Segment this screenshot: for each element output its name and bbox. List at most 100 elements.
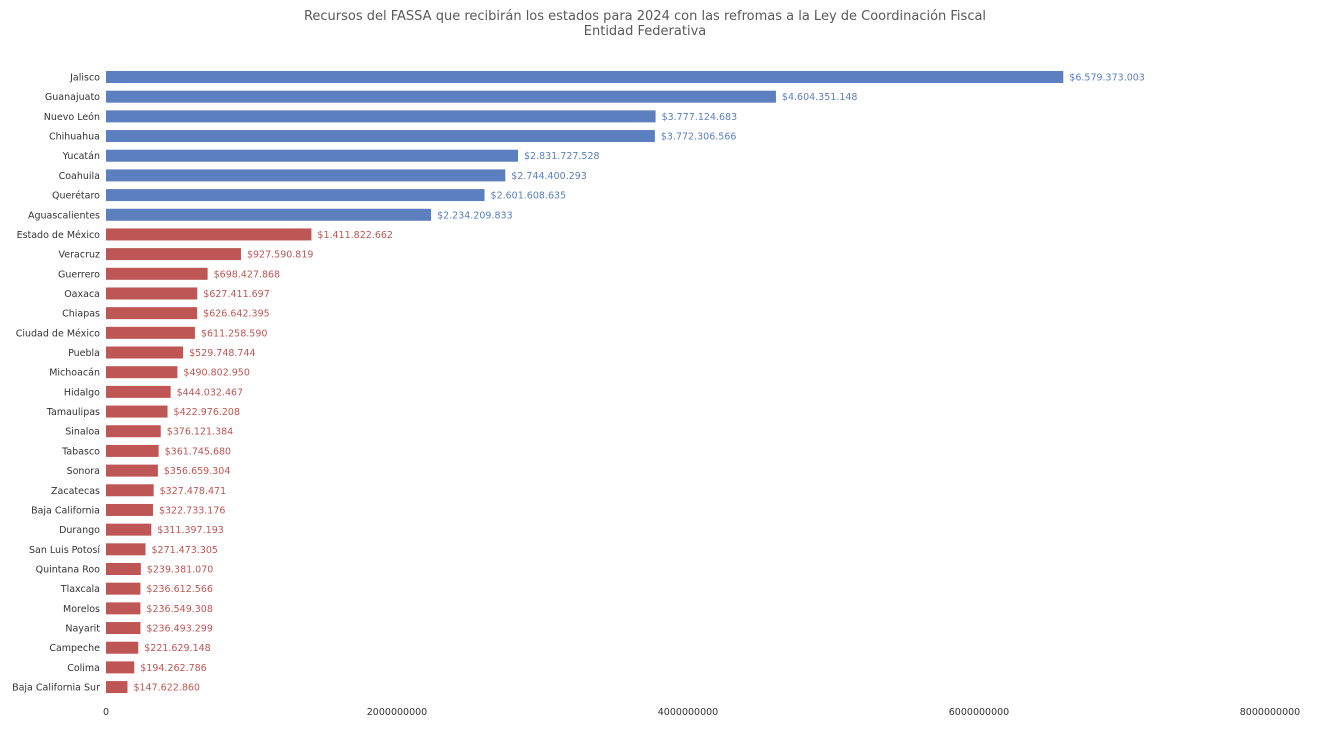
data-label-18: $376.121.384 [167, 427, 233, 438]
category-label-9: Veracruz [59, 250, 100, 261]
category-label-0: Jalisco [69, 73, 100, 84]
category-label-19: Tabasco [61, 446, 100, 457]
category-label-3: Chihuahua [49, 132, 100, 143]
bar-25 [106, 563, 141, 575]
data-label-3: $3.772.306.566 [661, 132, 737, 143]
data-label-16: $444.032.467 [177, 387, 243, 398]
bar-26 [106, 582, 141, 595]
data-label-6: $2.601.608.635 [491, 191, 567, 202]
bar-28 [106, 622, 141, 635]
bar-23 [106, 523, 152, 536]
category-label-6: Querétaro [52, 191, 100, 202]
data-label-11: $627.411.697 [203, 289, 269, 300]
bar-22 [106, 503, 153, 516]
bar-15 [106, 366, 178, 379]
data-label-8: $1.411.822.662 [317, 230, 393, 241]
category-label-2: Nuevo León [44, 112, 100, 123]
category-label-26: Tlaxcala [60, 584, 100, 595]
category-label-14: Puebla [68, 348, 100, 359]
category-label-25: Quintana Roo [36, 565, 101, 576]
category-label-18: Sinaloa [65, 427, 100, 438]
x-tick-label-0: 0 [103, 707, 109, 718]
category-label-13: Ciudad de México [16, 328, 100, 339]
bar-6 [106, 189, 485, 202]
category-label-7: Aguascalientes [28, 210, 100, 221]
data-label-31: $147.622.860 [133, 683, 199, 694]
chart-title: Recursos del FASSA que recibirán los est… [303, 9, 987, 24]
data-label-25: $239.381.070 [147, 565, 213, 576]
data-label-13: $611.258.590 [201, 328, 267, 339]
data-label-23: $311.397.193 [157, 525, 223, 536]
bar-17 [106, 405, 168, 418]
data-label-27: $236.549.308 [146, 604, 212, 615]
data-label-21: $327.478.471 [160, 486, 226, 497]
category-label-22: Baja California [31, 505, 100, 516]
category-label-23: Durango [59, 525, 100, 536]
data-label-17: $422.976.208 [174, 407, 240, 418]
bar-8 [106, 228, 312, 241]
data-label-10: $698.427.868 [214, 269, 280, 280]
category-label-17: Tamaulipas [46, 407, 100, 418]
data-label-4: $2.831.727.528 [524, 151, 600, 162]
bar-2 [106, 110, 656, 123]
data-label-29: $221.629.148 [144, 643, 210, 654]
bar-7 [106, 208, 432, 221]
category-label-21: Zacatecas [51, 486, 100, 497]
data-label-9: $927.590.819 [247, 250, 313, 261]
bar-4 [106, 149, 519, 162]
category-label-8: Estado de México [17, 230, 101, 241]
data-label-28: $236.493.299 [146, 624, 212, 635]
data-label-2: $3.777.124.683 [662, 112, 738, 123]
bar-10 [106, 267, 208, 280]
data-label-7: $2.234.209.833 [437, 210, 513, 221]
chart-subtitle: Entidad Federativa [583, 24, 707, 39]
category-label-12: Chiapas [62, 309, 100, 320]
bar-12 [106, 307, 198, 320]
data-label-5: $2.744.400.293 [511, 171, 587, 182]
category-label-1: Guanajuato [45, 92, 100, 103]
bar-0 [106, 71, 1064, 83]
bar-29 [106, 641, 139, 654]
category-label-24: San Luis Potosí [29, 545, 100, 556]
data-label-30: $194.262.786 [140, 663, 206, 674]
x-tick-label-1: 2000000000 [367, 707, 427, 718]
bar-27 [106, 602, 141, 615]
category-label-5: Coahuila [59, 171, 100, 182]
bar-16 [106, 385, 171, 398]
bar-14 [106, 346, 184, 359]
category-label-28: Nayarit [65, 624, 100, 635]
data-label-1: $4.604.351.148 [782, 92, 858, 103]
data-label-24: $271.473.305 [151, 545, 217, 556]
category-label-29: Campeche [49, 643, 100, 654]
data-label-14: $529.748.744 [189, 348, 255, 359]
bar-21 [106, 484, 154, 497]
bar-5 [106, 169, 506, 182]
category-label-11: Oaxaca [64, 289, 100, 300]
data-label-20: $356.659.304 [164, 466, 230, 477]
x-tick-label-4: 8000000000 [1240, 707, 1300, 718]
bar-20 [106, 464, 158, 477]
data-label-19: $361.745.680 [165, 446, 231, 457]
bar-11 [106, 287, 198, 300]
category-label-16: Hidalgo [64, 387, 100, 398]
x-tick-label-3: 6000000000 [949, 707, 1009, 718]
data-label-22: $322.733.176 [159, 505, 225, 516]
bar-19 [106, 444, 159, 457]
x-tick-label-2: 4000000000 [658, 707, 718, 718]
data-label-12: $626.642.395 [203, 309, 269, 320]
bar-13 [106, 326, 195, 339]
bar-1 [106, 90, 776, 103]
data-label-15: $490.802.950 [183, 368, 249, 379]
category-label-20: Sonora [67, 466, 100, 477]
bar-24 [106, 543, 146, 556]
category-label-27: Morelos [63, 604, 100, 615]
bar-31 [106, 681, 128, 694]
bar-9 [106, 248, 241, 261]
data-label-0: $6.579.373.003 [1069, 73, 1145, 84]
data-label-26: $236.612.566 [146, 584, 212, 595]
category-label-30: Colima [67, 663, 100, 674]
bar-18 [106, 425, 161, 438]
bar-3 [106, 130, 655, 143]
category-label-31: Baja California Sur [12, 683, 100, 694]
